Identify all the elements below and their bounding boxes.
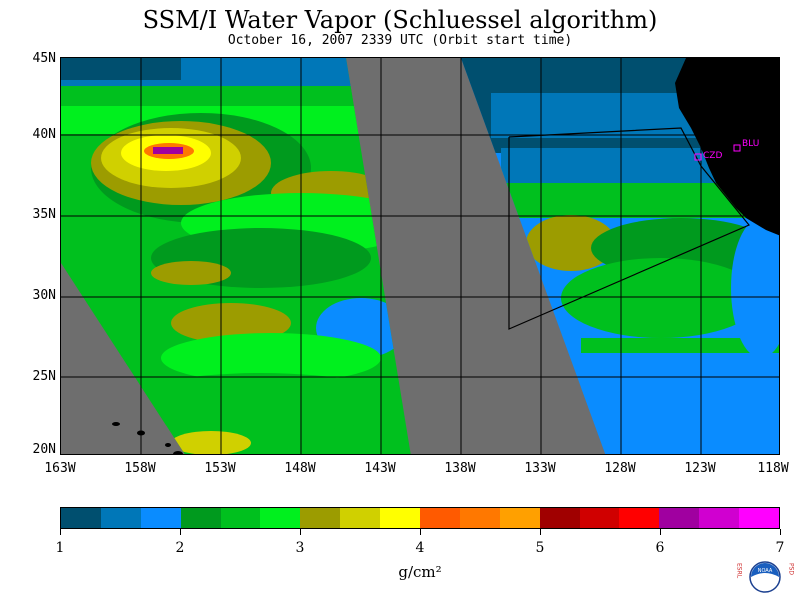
- colorbar: [60, 507, 780, 529]
- colorbar-segment: [61, 508, 101, 528]
- lon-label-133w: 133W: [524, 461, 556, 476]
- map-grid: [61, 58, 779, 454]
- colorbar-segment: [739, 508, 780, 528]
- station-blu: BLU: [733, 139, 759, 152]
- colorbar-tick: [779, 529, 781, 535]
- station-czd-label: CZD: [703, 151, 722, 161]
- lat-label-35n: 35N: [32, 207, 56, 222]
- colorbar-tick-label: 2: [175, 540, 185, 556]
- left-swath: [61, 58, 411, 454]
- page-title: SSM/I Water Vapor (Schluessel algorithm): [142, 6, 658, 34]
- colorbar-tick-label: 5: [535, 540, 545, 556]
- colorbar-tick: [179, 529, 181, 535]
- target-sector-outline: [508, 127, 750, 330]
- colorbar-segment: [300, 508, 341, 528]
- colorbar-tick-label: 6: [655, 540, 665, 556]
- colorbar-segment: [260, 508, 301, 528]
- lat-label-20n: 20N: [32, 442, 56, 457]
- colorbar-segment: [619, 508, 660, 528]
- colorbar-segment: [420, 508, 460, 528]
- colorbar-segment: [380, 508, 421, 528]
- lon-label-123w: 123W: [684, 461, 716, 476]
- svg-text:PSD: PSD: [788, 563, 795, 575]
- lon-label-138w: 138W: [444, 461, 476, 476]
- station-blu-label: BLU: [742, 139, 759, 149]
- svg-text:NOAA: NOAA: [758, 568, 773, 574]
- lon-label-148w: 148W: [284, 461, 316, 476]
- lat-label-45n: 45N: [32, 51, 56, 66]
- colorbar-tick-label: 7: [775, 540, 785, 556]
- colorbar-segment: [579, 508, 620, 528]
- water-vapor-map: CZD BLU: [60, 57, 780, 455]
- colorbar-tick: [659, 529, 661, 535]
- colorbar-segment: [180, 508, 221, 528]
- noaa-esrl-psd-logo: NOAA ESRL PSD: [735, 555, 795, 600]
- colorbar-segment: [220, 508, 261, 528]
- colorbar-tick: [299, 529, 301, 535]
- colorbar-segment: [499, 508, 540, 528]
- hawaiian-islands: [112, 422, 183, 454]
- station-czd: CZD: [694, 151, 722, 161]
- map-canvas: CZD BLU: [61, 58, 779, 454]
- lon-label-158w: 158W: [124, 461, 156, 476]
- colorbar-segment: [459, 508, 500, 528]
- lon-label-118w: 118W: [757, 461, 789, 476]
- colorbar-tick: [539, 529, 541, 535]
- lat-label-30n: 30N: [32, 288, 56, 303]
- lon-label-153w: 153W: [204, 461, 236, 476]
- colorbar-tick-label: 4: [415, 540, 425, 556]
- colorbar-segment: [140, 508, 181, 528]
- colorbar-segment: [699, 508, 740, 528]
- units-label: g/cm²: [398, 563, 442, 581]
- colorbar-segment: [539, 508, 580, 528]
- lon-label-128w: 128W: [604, 461, 636, 476]
- lon-label-163w: 163W: [44, 461, 76, 476]
- colorbar-tick: [59, 529, 61, 535]
- colorbar-tick-label: 1: [55, 540, 65, 556]
- lat-label-25n: 25N: [32, 369, 56, 384]
- colorbar-segment: [659, 508, 700, 528]
- lon-label-143w: 143W: [364, 461, 396, 476]
- lat-label-40n: 40N: [32, 127, 56, 142]
- colorbar-segment: [100, 508, 141, 528]
- colorbar-tick: [419, 529, 421, 535]
- svg-text:ESRL: ESRL: [736, 563, 743, 579]
- colorbar-tick-label: 3: [295, 540, 305, 556]
- page-subtitle: October 16, 2007 2339 UTC (Orbit start t…: [227, 33, 573, 48]
- colorbar-segment: [340, 508, 381, 528]
